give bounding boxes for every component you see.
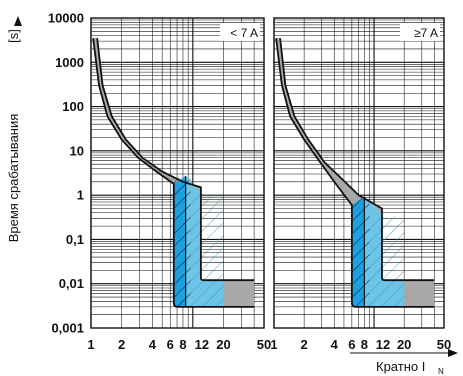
magnetic-hatching-light: [190, 195, 224, 307]
magnetic-hatching-light: [369, 216, 405, 307]
panel-2: ≥7 A1 2 4 6 8 12 20 50: [270, 17, 451, 352]
x-axis-arrow-icon: [448, 349, 458, 357]
x-tick-label: 2: [301, 337, 308, 352]
panel-label: < 7 A: [230, 26, 258, 40]
panel-label: ≥7 A: [414, 26, 438, 40]
y-axis-unit: [s]: [6, 29, 21, 43]
upper-trip-curve: [96, 38, 255, 282]
lower-trip-curve: [92, 38, 255, 308]
x-tick-label: 50: [437, 337, 451, 352]
y-axis-label: Время срабатывания: [6, 114, 21, 243]
x-tick-label: 6: [167, 337, 174, 352]
x-tick-label: 12: [376, 337, 390, 352]
lower-trip-curve: [275, 38, 435, 308]
x-tick-label: 8: [361, 337, 368, 352]
x-tick-label: 4: [149, 337, 157, 352]
x-tick-label: 20: [397, 337, 411, 352]
x-tick-label: 2: [118, 337, 125, 352]
y-tick-labels: 0,001 0,01 0,1 1 10 100 1000 10000: [48, 11, 84, 336]
x-axis-label: Кратно I: [376, 359, 425, 374]
panel-1: < 7 A1 2 4 6 8 12 20 50: [87, 17, 271, 352]
x-tick-label: 12: [195, 337, 209, 352]
panel-label-background: [400, 23, 440, 41]
plot-panels: < 7 A1 2 4 6 8 12 20 50≥7 A1 2 4 6 8 12 20 50: [87, 17, 451, 352]
y-tick-label: 10: [70, 143, 84, 158]
upper-trip-curve: [279, 38, 435, 282]
x-tick-label: 1: [87, 337, 94, 352]
y-tick-label: 1: [77, 188, 84, 203]
x-tick-label: 50: [257, 337, 271, 352]
y-axis-arrow-icon: [14, 16, 22, 26]
magnetic-hatching: [351, 198, 370, 307]
x-axis-label-subscript: N: [438, 367, 444, 376]
y-axis-title: Время срабатывания [s]: [6, 16, 22, 242]
x-tick-label: 20: [216, 337, 230, 352]
x-tick-label: 4: [331, 337, 339, 352]
y-tick-label: 10000: [48, 11, 84, 26]
panel-frame: [90, 17, 265, 329]
x-axis-title: Кратно I N: [350, 349, 458, 376]
y-tick-label: 0,01: [59, 276, 84, 291]
y-tick-label: 100: [62, 99, 84, 114]
x-tick-label: 8: [179, 337, 186, 352]
y-tick-label: 0,001: [51, 321, 84, 336]
panel-frame: [273, 17, 445, 329]
x-tick-label: 6: [348, 337, 355, 352]
panel-label-background: [220, 23, 260, 41]
x-tick-label: 1: [270, 337, 277, 352]
magnetic-hatching: [173, 177, 191, 307]
y-tick-label: 0,1: [66, 232, 84, 247]
y-tick-label: 1000: [55, 55, 84, 70]
